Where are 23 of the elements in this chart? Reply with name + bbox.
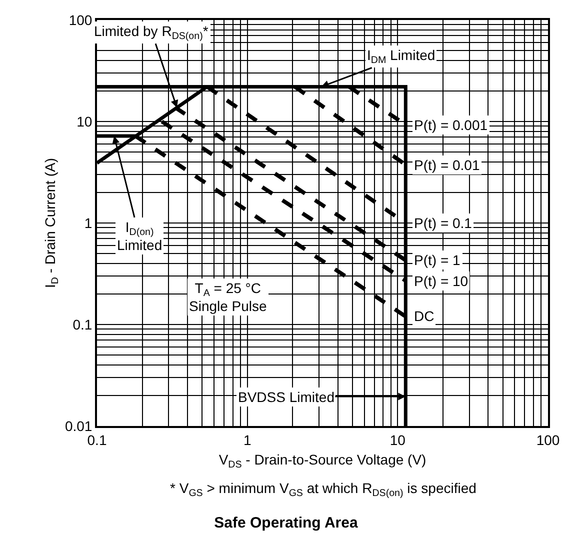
annotation: I$_{D(on)}$ Limited [117, 219, 162, 254]
annotation: T$_{A}$ = 25 °C Single Pulse [189, 280, 268, 314]
y-tick-label: 0.1 [72, 316, 92, 332]
text: * V$_{GS}$ > minimum V$_{GS}$ at which R$_{DS(on)}$ is specified [170, 480, 476, 499]
annotation: I$_{DM}$ Limited [367, 47, 436, 66]
y-tick-label: 100 [68, 12, 92, 28]
series-label: P(t) = 10 [414, 273, 468, 289]
x-tick-label: 0.1 [87, 432, 107, 448]
series-label: P(t) = 0.1 [414, 215, 472, 231]
series-label: P(t) = 0.01 [414, 157, 480, 173]
series-label: DC [414, 308, 434, 324]
x-tick-label: 10 [390, 432, 406, 448]
text: Safe Operating Area [214, 514, 358, 532]
series-label: P(t) = 0.001 [414, 117, 488, 133]
series-label: P(t) = 1 [414, 252, 461, 268]
x-tick-label: 1 [243, 432, 252, 448]
annotation: Limited by R$_{DS(on)}$* [94, 23, 209, 42]
y-tick-label: 10 [76, 113, 92, 130]
x-axis-title: V$_{DS}$ - Drain-to-Source Voltage (V) [218, 452, 426, 471]
annotation: BVDSS Limited [238, 389, 334, 405]
y-tick-label: 1 [84, 214, 92, 231]
x-tick-label: 100 [536, 432, 560, 448]
y-tick-label: 0.01 [64, 418, 92, 434]
